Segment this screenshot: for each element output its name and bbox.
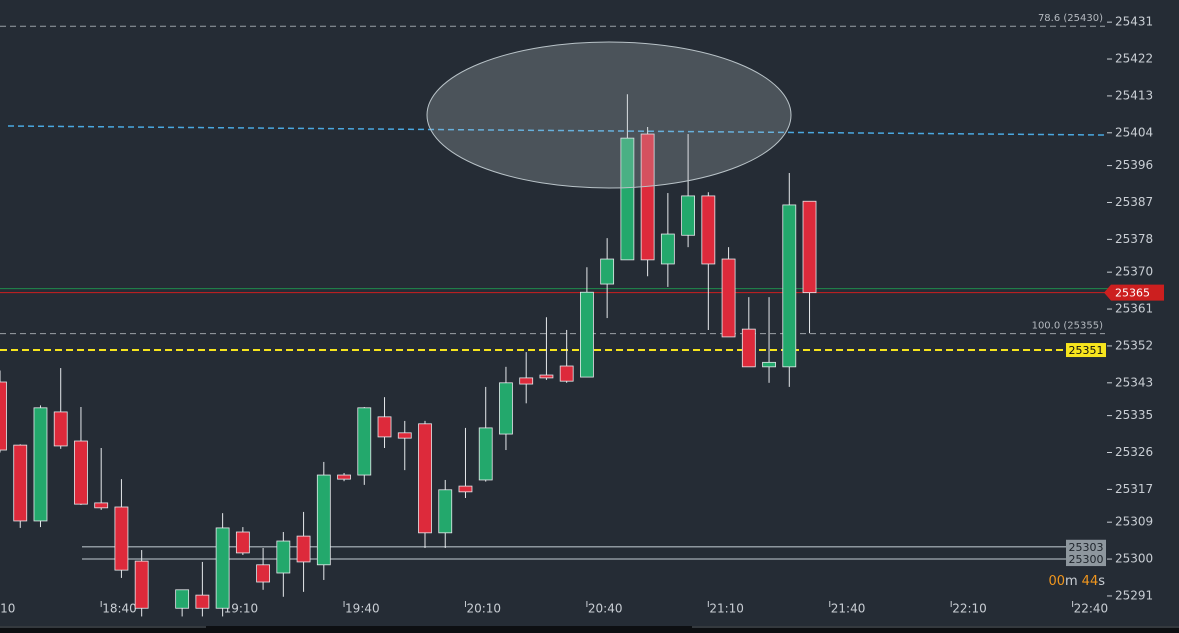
drawings (7, 125, 1106, 136)
candle-body (94, 502, 109, 509)
price-tag-label: 25300 (1069, 553, 1104, 566)
price-tag (1066, 539, 1106, 554)
y-tick-label: 25370 (1115, 265, 1153, 279)
candle-body (418, 423, 432, 534)
candle-body (397, 432, 412, 439)
y-tick-label: 25291 (1115, 588, 1153, 602)
candle-body (316, 474, 331, 566)
plot-area: 25431 25422 25413 25404 25396 25387 25378 25370… (0, 13, 1164, 617)
candle-body (296, 535, 311, 563)
candle-body (74, 440, 88, 505)
x-tick-label: 21:10 (709, 602, 744, 616)
candle-body (0, 381, 7, 451)
candle-body (519, 377, 534, 385)
last-price-label: 25365 (1115, 287, 1150, 300)
y-tick-label: 25431 (1115, 15, 1153, 29)
candle-body (802, 200, 817, 294)
countdown-seconds-unit: s (1098, 574, 1105, 589)
candle-body (620, 137, 635, 261)
x-tick-label: 19:40 (345, 602, 380, 616)
price-tag-label: 25303 (1069, 541, 1104, 554)
countdown-seconds: 44 (1082, 574, 1099, 589)
y-tick-label: 25300 (1115, 552, 1153, 566)
y-tick-label: 25387 (1115, 195, 1153, 209)
candle-body (256, 564, 270, 583)
x-tick-label: 18:40 (102, 602, 137, 616)
price-tag-label: 25351 (1069, 344, 1104, 357)
trend-line (7, 125, 1106, 136)
candle-body (438, 489, 453, 534)
candle-body (499, 382, 513, 435)
candle-body (53, 411, 68, 447)
candle-body (235, 531, 250, 554)
candle-body (741, 328, 756, 368)
countdown-minutes-unit: m (1065, 574, 1078, 589)
bottom-bar (0, 626, 1179, 633)
candle-body (114, 506, 129, 571)
y-tick-label: 25335 (1115, 408, 1153, 422)
candle-body (357, 407, 372, 476)
x-tick-label: 18:10 (0, 602, 15, 616)
x-tick-label: 20:10 (466, 602, 501, 616)
x-tick-label: 22:40 (1074, 602, 1109, 616)
price-tag (1066, 343, 1106, 358)
last-price-tag (1104, 284, 1164, 301)
highlight-ellipse (426, 41, 792, 189)
y-tick-label: 25378 (1115, 232, 1153, 246)
candle-body (377, 416, 392, 438)
countdown-minutes: 00 (1048, 574, 1065, 589)
candle-body (478, 427, 493, 481)
y-tick-label: 25361 (1115, 302, 1153, 316)
y-tick-label: 25317 (1115, 482, 1153, 496)
candle-body (134, 560, 149, 609)
price-tag (1066, 552, 1106, 567)
candle-body (782, 204, 797, 368)
candle-body (215, 527, 230, 609)
candle-body (195, 594, 210, 609)
x-tick-label: 21:40 (831, 602, 866, 616)
candle-body (539, 374, 554, 379)
y-tick-label: 25352 (1115, 338, 1153, 352)
candle-body (458, 485, 473, 493)
y-tick-label: 25404 (1115, 125, 1153, 139)
x-tick-label: 19:10 (224, 602, 259, 616)
candle-body (559, 365, 574, 382)
y-tick-label: 25309 (1115, 515, 1153, 529)
candle-body (337, 474, 351, 480)
candle-body (580, 291, 594, 378)
level-label: 100.0 (25355) (1032, 321, 1104, 332)
candle-body (762, 361, 776, 368)
candle-body (681, 195, 695, 236)
candle-body (660, 233, 675, 265)
y-tick-label: 25343 (1115, 375, 1153, 389)
candle-body (175, 589, 190, 609)
candle-body (276, 540, 291, 574)
x-tick-label: 22:10 (952, 602, 987, 616)
x-tick-label: 20:40 (588, 602, 623, 616)
level-label: 78.6 (25430) (1038, 13, 1103, 24)
candle-body (721, 258, 736, 338)
y-tick-label: 25422 (1115, 52, 1153, 66)
candle-body (701, 195, 716, 265)
candle-body (600, 258, 615, 285)
candle-body (13, 444, 28, 522)
y-tick-label: 25326 (1115, 445, 1153, 459)
countdown: 00m 44s (1048, 574, 1105, 589)
y-tick-label: 25413 (1115, 88, 1153, 102)
candle-body (33, 407, 48, 522)
candle-body (640, 133, 655, 261)
y-tick-label: 25396 (1115, 158, 1153, 172)
